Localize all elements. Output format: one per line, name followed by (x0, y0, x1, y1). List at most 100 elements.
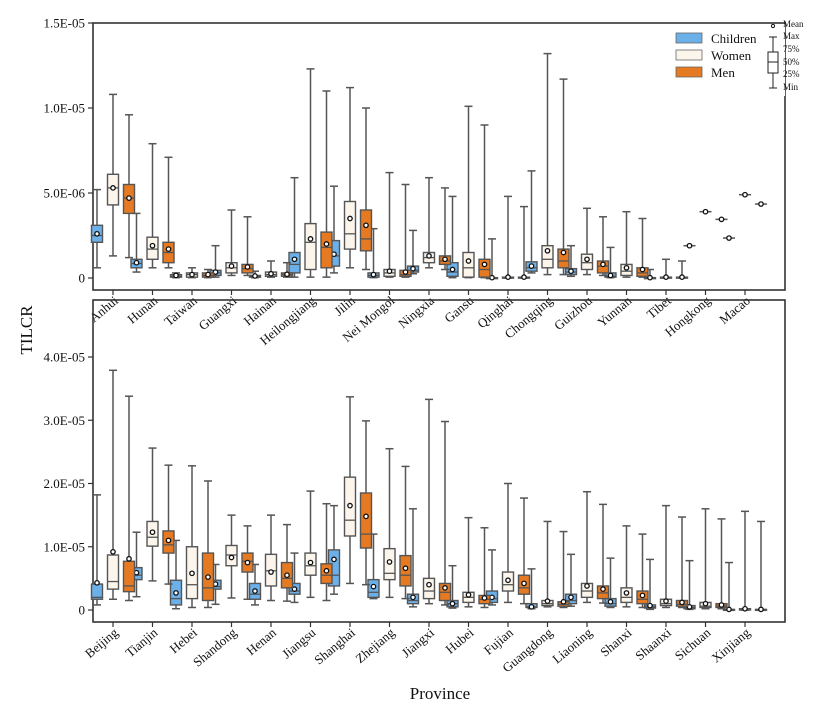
box-women (264, 260, 278, 278)
iqr-box (462, 251, 475, 278)
key-label: 75% (783, 44, 800, 54)
iqr-box (557, 248, 570, 269)
key-label: 50% (783, 57, 800, 67)
y-tick-label: 1.5E-05 (43, 16, 85, 31)
y-tick-label: 3.0E-05 (43, 413, 85, 428)
box-children (643, 558, 657, 611)
box-women (501, 195, 515, 280)
mean-marker (386, 268, 393, 275)
mean-marker (363, 222, 369, 229)
box-men (399, 465, 412, 600)
box-men (399, 183, 412, 278)
x-tick-label: Beijing (82, 624, 121, 660)
key-mean-marker (770, 23, 776, 29)
mean-marker (189, 570, 195, 577)
box-women (739, 191, 751, 198)
box-men (636, 533, 649, 609)
mean-marker (410, 265, 416, 272)
mean-marker (94, 230, 100, 237)
box-men (478, 124, 491, 279)
mean-marker (663, 274, 669, 280)
x-tick-label: Tianjin (122, 624, 160, 660)
y-tick-label: 5.0E-06 (43, 186, 85, 201)
box-women (541, 52, 554, 276)
legend-swatch-children (675, 32, 703, 44)
mean-marker (686, 242, 693, 249)
x-tick-label: Liaoning (549, 624, 595, 666)
mean-marker (544, 598, 551, 604)
x-tick-label: Macao (716, 293, 753, 327)
iqr-box (359, 209, 373, 252)
x-tick-label: Shaanxi (632, 625, 674, 664)
key-label: Mean (783, 19, 804, 29)
mean-marker (284, 572, 290, 579)
mean-marker (252, 588, 258, 594)
iqr-box (422, 577, 436, 600)
box-children (683, 242, 696, 249)
mean-marker (679, 274, 685, 280)
box-men (359, 420, 373, 586)
mean-marker (386, 559, 393, 565)
mean-marker (212, 269, 219, 275)
mean-marker (521, 580, 527, 587)
mean-marker (426, 253, 432, 259)
legend: Children Women Men (663, 24, 785, 96)
mean-marker (584, 256, 590, 263)
box-women (383, 171, 396, 278)
mean-marker (110, 548, 116, 555)
x-tick-label: Jiangxi (399, 625, 438, 661)
legend-label-men: Men (711, 65, 735, 80)
mean-marker (442, 256, 448, 263)
iqr-box (359, 492, 373, 549)
mean-marker (228, 263, 235, 269)
x-tick-label: Taiwan (161, 292, 200, 328)
mean-marker (173, 590, 179, 596)
y-tick-label: 2.0E-05 (43, 476, 85, 491)
mean-marker (370, 583, 377, 590)
mean-marker (560, 249, 567, 256)
boxplot-key: Mean Max 75% 50% 25% Min (767, 19, 804, 92)
box-women (462, 516, 475, 608)
box-women (383, 447, 396, 599)
mean-marker (568, 268, 574, 275)
box-women (422, 398, 436, 605)
iqr-box (304, 222, 317, 271)
box-children (604, 557, 617, 609)
mean-marker (252, 273, 258, 279)
mean-marker (584, 583, 590, 589)
iqr-box (106, 554, 120, 590)
box-women (343, 86, 357, 269)
mean-marker (244, 264, 251, 270)
mean-marker (331, 556, 337, 563)
box-women (620, 525, 633, 608)
mean-marker (465, 258, 472, 264)
box-children (169, 539, 183, 610)
y-tick-label: 1.0E-05 (43, 101, 85, 116)
mean-marker (647, 602, 653, 609)
box-children (564, 244, 578, 278)
x-tick-label: Ningxia (395, 293, 437, 332)
mean-marker (426, 581, 432, 588)
mean-marker (505, 274, 511, 280)
mean-marker (521, 274, 527, 280)
mean-marker (702, 208, 709, 215)
mean-marker (449, 266, 456, 273)
box-men (636, 217, 649, 278)
mean-marker (442, 585, 448, 591)
box-men (557, 78, 570, 276)
box-men (715, 518, 728, 610)
mean-marker (133, 259, 140, 266)
box-women (659, 258, 673, 280)
mean-marker (607, 272, 614, 279)
mean-marker (623, 264, 630, 271)
mean-marker (126, 195, 132, 201)
box-children (248, 563, 262, 606)
box-men (201, 480, 215, 609)
mean-marker (244, 559, 251, 566)
box-women (264, 514, 278, 602)
box-children (525, 568, 538, 610)
iqr-box (541, 244, 554, 269)
box-women (185, 267, 199, 279)
box-children (722, 561, 736, 613)
box-men (122, 395, 136, 602)
